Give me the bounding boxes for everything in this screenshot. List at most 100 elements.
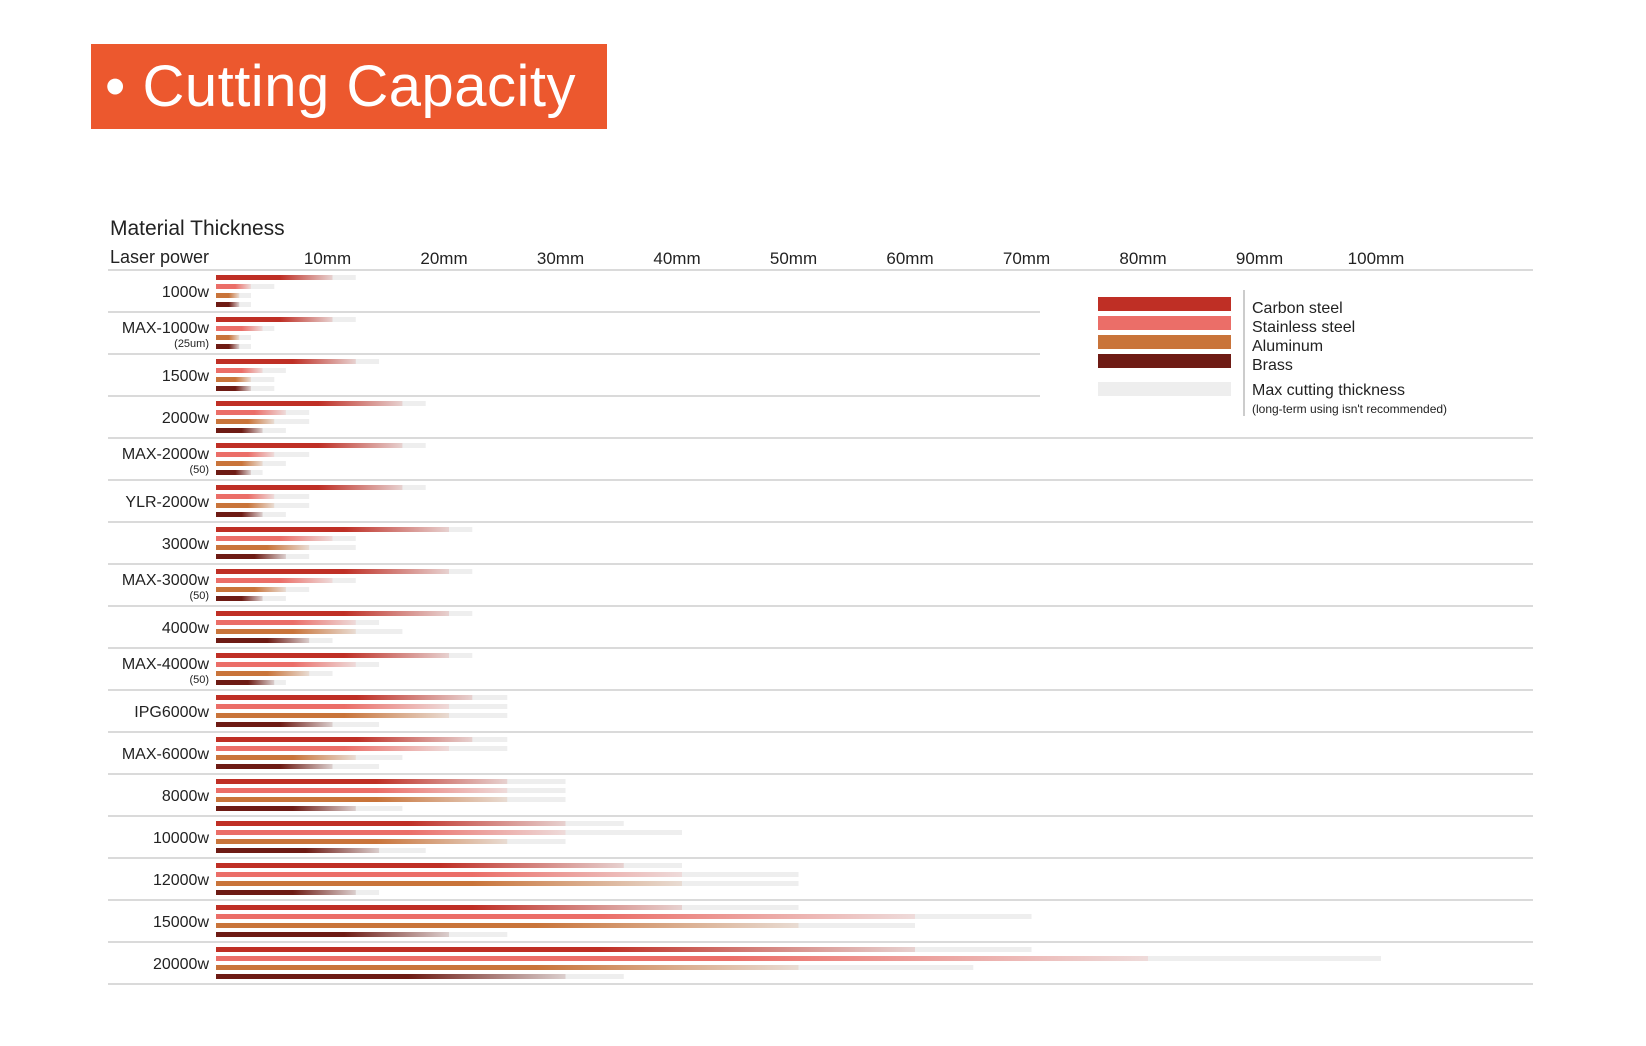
x-tick-label: 80mm	[1119, 249, 1166, 268]
bar-brass	[216, 890, 356, 895]
bar-aluminum	[216, 923, 799, 928]
bar-aluminum	[216, 839, 508, 844]
bar-brass	[216, 638, 310, 643]
bar-brass	[216, 974, 566, 979]
chart-row: 4000w	[108, 611, 1533, 649]
bar-aluminum	[216, 293, 240, 298]
bar-brass	[216, 764, 333, 769]
bar-brass	[216, 680, 275, 685]
chart-row: MAX-2000w(50)	[108, 443, 1533, 481]
chart-row: YLR-2000w	[108, 485, 1533, 523]
bar-brass	[216, 302, 240, 307]
bar-brass	[216, 428, 263, 433]
row-label: 3000w	[162, 536, 210, 553]
row-sublabel: (50)	[189, 674, 209, 686]
bar-stainless-steel	[216, 536, 333, 541]
legend-label-stainless-steel: Stainless steel	[1252, 319, 1355, 336]
legend-label-brass: Brass	[1252, 357, 1293, 374]
chart-row: 15000w	[108, 905, 1533, 943]
row-label: IPG6000w	[134, 704, 209, 721]
row-label: 12000w	[153, 872, 209, 889]
bar-stainless-steel	[216, 578, 333, 583]
chart-row: 10000w	[108, 821, 1533, 859]
chart-row: 12000w	[108, 863, 1533, 901]
bar-stainless-steel	[216, 830, 566, 835]
legend-swatch-aluminum	[1098, 335, 1231, 349]
bar-stainless-steel	[216, 914, 915, 919]
chart-row: 1500w	[108, 359, 1040, 397]
bar-carbon-steel	[216, 653, 449, 658]
bar-aluminum	[216, 461, 263, 466]
bar-carbon-steel	[216, 863, 624, 868]
bar-carbon-steel	[216, 527, 449, 532]
row-label: MAX-2000w	[122, 446, 210, 463]
x-axis-ticks: 10mm 20mm 30mm 40mm 50mm 60mm 70mm 80mm 90mm 100m…	[304, 249, 1404, 268]
bar-stainless-steel	[216, 326, 263, 331]
bar-brass	[216, 932, 449, 937]
bar-brass	[216, 512, 263, 517]
x-tick-label: 100mm	[1348, 249, 1405, 268]
legend-swatch-max-thickness	[1098, 382, 1231, 396]
chart-row: 1000w	[108, 275, 1040, 313]
bar-carbon-steel	[216, 485, 403, 490]
x-tick-label: 40mm	[653, 249, 700, 268]
bar-carbon-steel	[216, 359, 356, 364]
bar-brass	[216, 806, 356, 811]
chart-title: Material Thickness	[110, 217, 285, 240]
x-tick-label: 20mm	[420, 249, 467, 268]
bar-carbon-steel	[216, 947, 915, 952]
row-label: 2000w	[162, 410, 210, 427]
bar-carbon-steel	[216, 275, 333, 280]
x-tick-label: 30mm	[537, 249, 584, 268]
bar-stainless-steel	[216, 284, 251, 289]
bar-brass	[216, 470, 251, 475]
bar-stainless-steel	[216, 662, 356, 667]
bar-carbon-steel	[216, 821, 566, 826]
chart-row: MAX-4000w(50)	[108, 653, 1533, 691]
row-label: 4000w	[162, 620, 210, 637]
title-label: Cutting Capacity	[142, 54, 576, 119]
row-label: 10000w	[153, 830, 209, 847]
bar-brass	[216, 722, 333, 727]
bar-carbon-steel	[216, 443, 403, 448]
legend-swatch-carbon-steel	[1098, 297, 1231, 311]
chart-row: 8000w	[108, 779, 1533, 817]
row-sublabel: (50)	[189, 464, 209, 476]
bar-aluminum	[216, 755, 356, 760]
chart-row: MAX-6000w	[108, 737, 1533, 775]
x-tick-label: 90mm	[1236, 249, 1283, 268]
legend-label-carbon-steel: Carbon steel	[1252, 300, 1343, 317]
chart-rows: 1000wMAX-1000w(25um)1500w2000wMAX-2000w(…	[108, 269, 1533, 985]
bar-aluminum	[216, 629, 356, 634]
row-label: 15000w	[153, 914, 209, 931]
chart-row: 2000w	[108, 401, 1533, 439]
legend-label-aluminum: Aluminum	[1252, 338, 1323, 355]
bar-carbon-steel	[216, 401, 403, 406]
bar-carbon-steel	[216, 317, 333, 322]
bar-aluminum	[216, 671, 310, 676]
bar-aluminum	[216, 881, 682, 886]
x-tick-label: 10mm	[304, 249, 351, 268]
x-tick-label: 50mm	[770, 249, 817, 268]
bar-aluminum	[216, 587, 286, 592]
legend-swatch-stainless-steel	[1098, 316, 1231, 330]
bar-aluminum	[216, 377, 251, 382]
y-axis-label: Laser power	[110, 247, 209, 267]
x-tick-label: 70mm	[1003, 249, 1050, 268]
bar-stainless-steel	[216, 788, 508, 793]
bar-aluminum	[216, 503, 275, 508]
row-label: MAX-1000w	[122, 320, 210, 337]
bar-aluminum	[216, 335, 240, 340]
bar-brass	[216, 596, 263, 601]
page-title: • Cutting Capacity	[91, 53, 576, 120]
bar-carbon-steel	[216, 905, 682, 910]
bar-aluminum	[216, 713, 449, 718]
bar-stainless-steel	[216, 872, 682, 877]
chart-row: MAX-1000w(25um)	[108, 317, 1040, 355]
row-label: MAX-4000w	[122, 656, 210, 673]
chart-row: MAX-3000w(50)	[108, 569, 1533, 607]
bar-aluminum	[216, 965, 799, 970]
bar-brass	[216, 344, 240, 349]
bar-stainless-steel	[216, 620, 356, 625]
